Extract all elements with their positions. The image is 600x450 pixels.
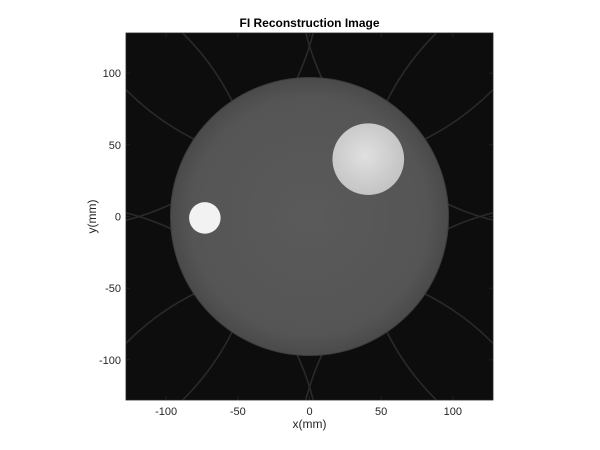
x-axis-ticks: -100 -50 0 50 100 [155, 33, 462, 418]
y-tick-label: 0 [115, 212, 121, 224]
y-axis-label: y(mm) [85, 200, 99, 234]
y-tick-label: -100 [99, 355, 121, 367]
insert-large [332, 123, 405, 195]
y-tick-label: 100 [103, 68, 121, 80]
x-tick-label: 0 [306, 406, 312, 418]
x-tick-label: -50 [230, 406, 246, 418]
x-tick-label: 50 [375, 406, 387, 418]
x-tick-label: -100 [155, 406, 177, 418]
insert-small [189, 202, 221, 234]
y-tick-label: -50 [105, 283, 121, 295]
x-axis-label: x(mm) [293, 417, 327, 431]
y-tick-label: 50 [109, 140, 121, 152]
chart-title: FI Reconstruction Image [239, 16, 379, 30]
y-axis-ticks: 100 50 0 -50 -100 [99, 68, 493, 367]
phantom-objects [169, 76, 450, 357]
x-tick-label: 100 [444, 406, 462, 418]
